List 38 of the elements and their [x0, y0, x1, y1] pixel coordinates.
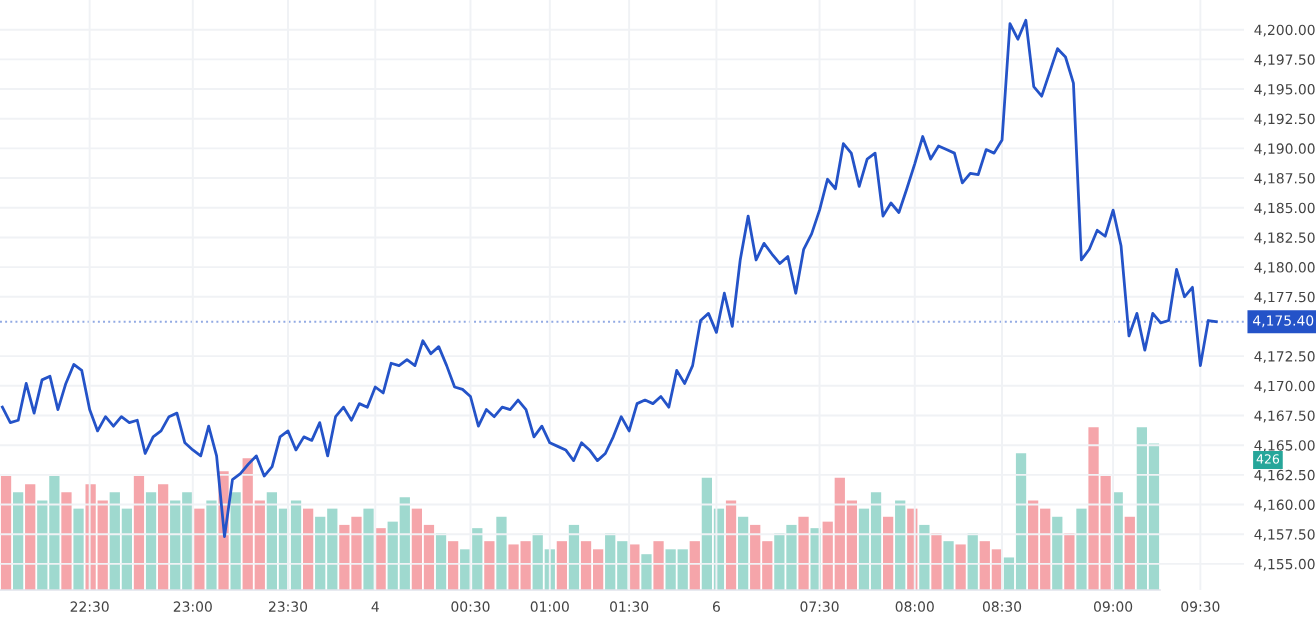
bar: [931, 533, 942, 590]
bar: [12, 492, 24, 590]
bar: [919, 524, 930, 590]
line-series: [0, 18, 1218, 538]
bar: [1064, 533, 1075, 590]
bar: [943, 541, 954, 590]
bar: [1124, 516, 1135, 590]
bar: [689, 541, 700, 590]
bar: [230, 492, 241, 590]
bar: [375, 528, 386, 590]
bar: [25, 484, 36, 590]
bar: [882, 516, 894, 590]
bar: [61, 492, 72, 590]
bar: [157, 484, 169, 590]
bar: [194, 508, 205, 590]
bar: [653, 541, 664, 590]
bar: [363, 508, 374, 590]
bar: [447, 541, 459, 590]
bar: [556, 541, 568, 590]
bar: [629, 544, 640, 590]
bar: [496, 516, 507, 590]
bar: [145, 492, 157, 590]
bar: [133, 476, 145, 590]
bar: [798, 516, 809, 590]
bar: [206, 500, 217, 590]
bar: [302, 508, 314, 590]
bar: [290, 500, 302, 590]
bar: [1076, 508, 1087, 590]
bar: [0, 476, 12, 590]
bar: [725, 500, 737, 590]
bar: [641, 554, 652, 590]
bar: [955, 544, 966, 590]
bar: [73, 508, 84, 590]
bar: [568, 524, 580, 590]
bar: [1052, 516, 1063, 590]
bar: [895, 500, 906, 590]
bar: [484, 541, 495, 590]
bar: [737, 516, 749, 590]
